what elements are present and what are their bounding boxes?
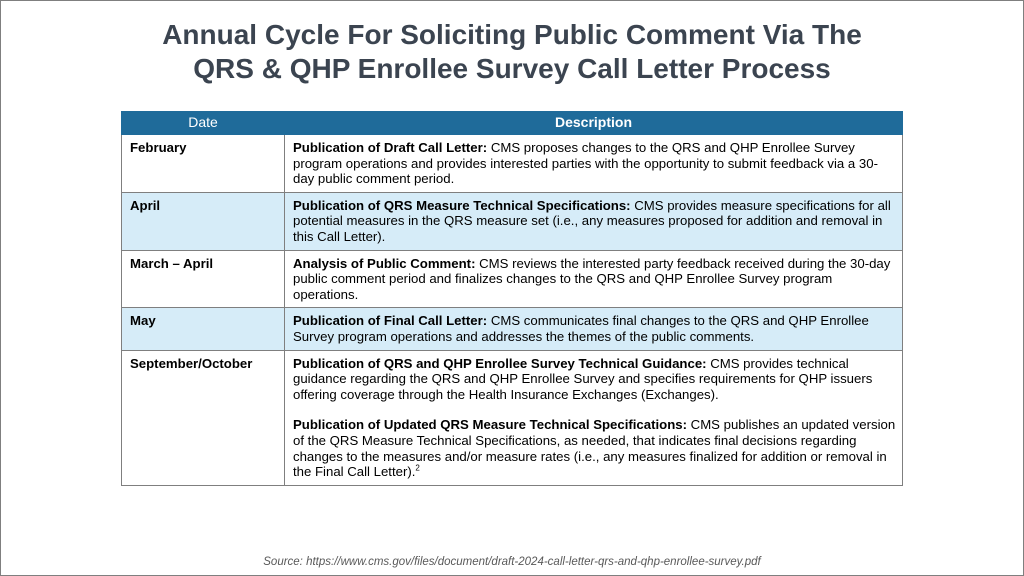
table-row: April Publication of QRS Measure Technic… — [121, 191, 903, 251]
row-description: Publication of QRS and QHP Enrollee Surv… — [284, 349, 903, 486]
footnote-marker: 2 — [415, 463, 420, 473]
row-description: Publication of Final Call Letter: CMS co… — [284, 307, 903, 351]
row-lead: Analysis of Public Comment: — [293, 255, 476, 271]
source-citation: Source: https://www.cms.gov/files/docume… — [263, 556, 761, 568]
row-description: Publication of QRS Measure Technical Spe… — [284, 191, 903, 251]
description-column-header: Description — [284, 111, 903, 135]
table-header-row: Date Description — [121, 111, 903, 135]
table-row: March – April Analysis of Public Comment… — [121, 249, 903, 309]
row-text: CMS reviews the interested party feedbac… — [293, 255, 891, 302]
row-text-2: CMS publishes an updated version of the … — [293, 417, 896, 480]
row-description: Publication of Draft Call Letter: CMS pr… — [284, 134, 903, 193]
row-date: March – April — [121, 249, 285, 309]
row-lead: Publication of Final Call Letter: — [293, 313, 488, 329]
row-paragraph-1: Publication of QRS and QHP Enrollee Surv… — [293, 356, 896, 403]
row-text: CMS proposes changes to the QRS and QHP … — [293, 140, 878, 187]
row-text: CMS communicates final changes to the QR… — [293, 313, 869, 344]
row-description: Analysis of Public Comment: CMS reviews … — [284, 249, 903, 309]
row-text: CMS provides technical guidance regardin… — [293, 355, 873, 402]
row-lead: Publication of Draft Call Letter: — [293, 140, 488, 155]
row-date: April — [121, 191, 285, 251]
cycle-table: Date Description February Publication of… — [121, 111, 903, 486]
title-line-2: QRS & QHP Enrollee Survey Call Letter Pr… — [193, 53, 831, 84]
date-column-header: Date — [121, 111, 285, 135]
title-line-1: Annual Cycle For Soliciting Public Comme… — [162, 19, 862, 50]
table-row: September/October Publication of QRS and… — [121, 349, 903, 486]
row-text: CMS provides measure specifications for … — [293, 197, 891, 244]
slide-title: Annual Cycle For Soliciting Public Comme… — [0, 18, 1024, 86]
table-row: February Publication of Draft Call Lette… — [121, 134, 903, 193]
row-date: February — [121, 134, 285, 193]
row-lead: Publication of QRS and QHP Enrollee Surv… — [293, 355, 707, 371]
row-date: September/October — [121, 349, 285, 486]
row-paragraph-2: Publication of Updated QRS Measure Techn… — [293, 417, 896, 479]
row-lead-2: Publication of Updated QRS Measure Techn… — [293, 417, 687, 433]
row-date: May — [121, 307, 285, 351]
table-row: May Publication of Final Call Letter: CM… — [121, 307, 903, 351]
row-lead: Publication of QRS Measure Technical Spe… — [293, 197, 631, 213]
